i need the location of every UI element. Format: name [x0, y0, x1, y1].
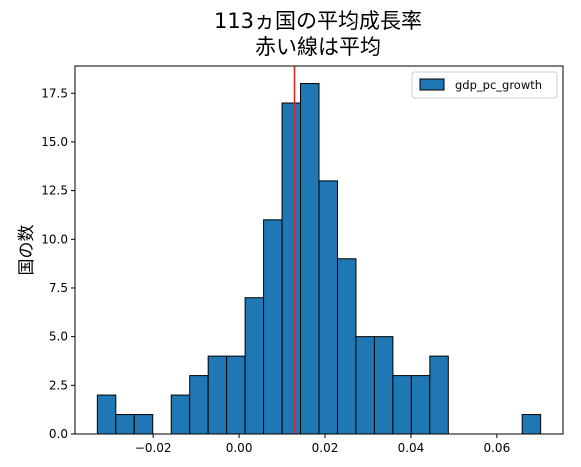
histogram-bar	[133, 414, 154, 435]
x-tick-label: 0.06	[483, 441, 510, 455]
x-tick-label: −0.02	[135, 441, 172, 455]
histogram-bar	[226, 355, 246, 435]
histogram-bar	[410, 375, 431, 435]
histogram-bar	[318, 180, 338, 435]
histogram-bar	[281, 102, 302, 435]
y-tick-label: 15.0	[41, 135, 68, 149]
x-tick-label: 0.04	[398, 441, 425, 455]
y-axis-label: 国の数	[17, 225, 37, 276]
legend-label: gdp_pc_growth	[455, 78, 542, 92]
y-tick-label: 2.5	[49, 378, 68, 392]
legend-box	[411, 71, 558, 99]
histogram-bar	[355, 336, 375, 435]
plot-area: −0.02 0.00 0.02 0.04 0.06 0.0 2.5 5.0 7.5 10.0 12.…	[41, 65, 564, 455]
y-tick-label: 12.5	[41, 184, 68, 198]
chart-title-line-1: 113ヵ国の平均成長率	[214, 9, 422, 33]
histogram-bar	[189, 375, 209, 435]
y-tick-label: 7.5	[49, 281, 68, 295]
histogram-bar	[300, 83, 320, 435]
histogram-bar	[244, 297, 265, 435]
histogram-bar	[521, 414, 542, 435]
histogram-bar	[392, 375, 412, 435]
y-tick-label: 10.0	[41, 232, 68, 246]
histogram-bar	[373, 336, 394, 435]
y-tick-label: 17.5	[41, 86, 68, 100]
x-tick-label: 0.02	[312, 441, 339, 455]
histogram-bar	[429, 355, 449, 435]
x-tick-label: 0.00	[226, 441, 253, 455]
histogram-bar	[263, 219, 283, 435]
plot-frame	[74, 65, 564, 435]
histogram-bar	[96, 394, 117, 435]
histogram-bar	[115, 414, 135, 435]
legend-swatch	[419, 78, 445, 91]
chart-title: 113ヵ国の平均成長率 赤い線は平均	[214, 9, 422, 59]
histogram-bar	[336, 258, 357, 435]
chart-title-line-2: 赤い線は平均	[255, 35, 381, 59]
histogram-bar	[170, 394, 191, 435]
y-tick-label: 0.0	[49, 427, 68, 441]
histogram-bar	[207, 355, 228, 435]
y-tick-label: 5.0	[49, 330, 68, 344]
